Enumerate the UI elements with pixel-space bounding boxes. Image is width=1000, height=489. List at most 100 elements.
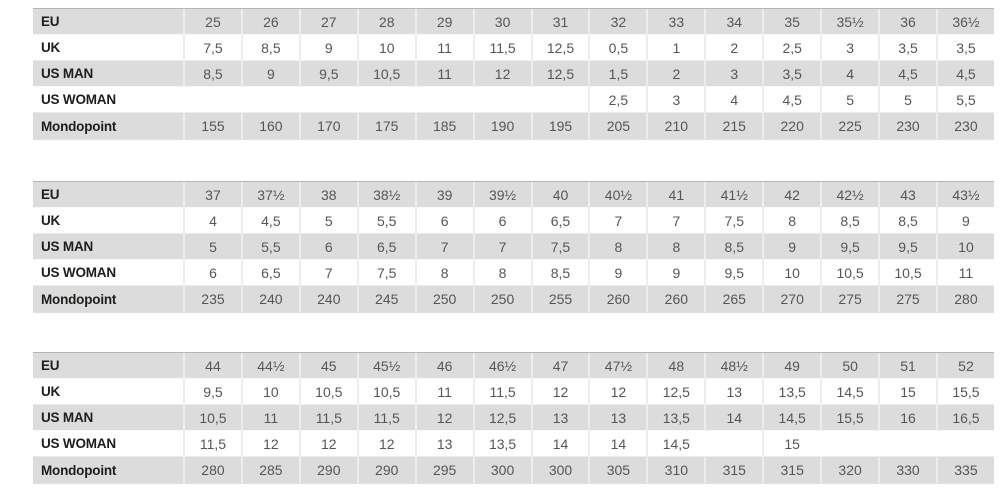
- size-cell: 8: [762, 207, 820, 234]
- size-cell: 315: [762, 457, 820, 483]
- size-cell: 45½: [356, 352, 415, 379]
- size-cell: 8,5: [878, 207, 936, 234]
- size-cell: 255: [530, 286, 589, 312]
- row-label-uk: UK: [41, 213, 61, 228]
- size-cell: 220: [762, 113, 820, 139]
- size-cell: 3: [704, 60, 762, 87]
- size-cell: 8,5: [240, 34, 299, 61]
- size-cell: 295: [414, 457, 473, 483]
- size-cell: 7: [646, 207, 704, 234]
- size-cell: 185: [414, 113, 473, 139]
- size-cell: 10,5: [356, 60, 415, 87]
- size-cell: 48: [646, 352, 704, 379]
- size-cell: 270: [762, 286, 820, 312]
- size-cell: 27: [298, 8, 357, 35]
- size-cell: 8,5: [820, 207, 878, 234]
- size-cell: 305: [588, 457, 646, 483]
- size-cell: 34: [704, 8, 762, 35]
- row-label-uk: UK: [41, 384, 61, 399]
- size-cell: 6,5: [240, 259, 299, 286]
- size-cell: 280: [183, 457, 241, 483]
- table-row: EU 25 26 27 28 29 30 31 32 33 34 35 35½ 36 36½: [33, 8, 994, 35]
- size-cell: 225: [820, 113, 878, 139]
- size-cell: 5,5: [240, 233, 299, 260]
- size-cell: 12,5: [646, 378, 704, 405]
- size-cell: 5,5: [356, 207, 415, 234]
- size-cell: 48½: [704, 352, 762, 379]
- size-cell: 7: [414, 233, 473, 260]
- size-cell: 13,5: [472, 430, 531, 457]
- size-cell: 11: [935, 259, 994, 286]
- size-cell: 36½: [935, 8, 994, 35]
- size-cell: 2,5: [762, 34, 820, 61]
- size-cell: 6,5: [356, 233, 415, 260]
- size-cell: 40: [530, 181, 589, 208]
- table-row: US MAN 8,5 9 9,5 10,5 11 12 12,5 1,5 2 3 3,5 4 4,5 4,5: [33, 60, 994, 87]
- row-label-eu: EU: [41, 358, 60, 373]
- size-table-eu-25-to-36half: EU 25 26 27 28 29 30 31 32 33 34 35 35½ 36 36½ UK 7,5 8,5…: [33, 8, 994, 140]
- size-cell: 14: [588, 430, 646, 457]
- size-cell: 335: [935, 457, 994, 483]
- row-label-us-man: US MAN: [41, 239, 94, 254]
- size-cell: 2,5: [588, 86, 646, 113]
- size-cell: 10,5: [878, 259, 936, 286]
- size-cell: 5: [183, 233, 241, 260]
- size-cell: 210: [646, 113, 704, 139]
- size-cell: 44½: [240, 352, 299, 379]
- size-cell: 37½: [240, 181, 299, 208]
- size-cell: 4: [183, 207, 241, 234]
- size-cell: 9: [298, 34, 357, 61]
- size-cell: 265: [704, 286, 762, 312]
- size-cell: 13: [704, 378, 762, 405]
- size-cell: 7: [588, 207, 646, 234]
- size-cell: 38½: [356, 181, 415, 208]
- size-cell: 9: [588, 259, 646, 286]
- row-label-mondopoint: Mondopoint: [41, 118, 117, 134]
- size-cell: 47½: [588, 352, 646, 379]
- size-cell: 11,5: [183, 430, 241, 457]
- size-cell: 8: [588, 233, 646, 260]
- table-row: US MAN 10,5 11 11,5 11,5 12 12,5 13 13 13,5 14 14,5…: [33, 404, 994, 431]
- table-row: US WOMAN 2,5 3 4 4,5 5 5 5,5: [33, 86, 994, 113]
- size-cell: 8: [472, 259, 531, 286]
- size-cell: 40½: [588, 181, 646, 208]
- size-cell: 41: [646, 181, 704, 208]
- size-cell: 170: [298, 113, 357, 139]
- row-label-us-man: US MAN: [41, 66, 94, 81]
- size-cell: 10: [762, 259, 820, 286]
- row-label-us-man: US MAN: [41, 410, 94, 425]
- size-cell: 5,5: [935, 86, 994, 113]
- size-cell: 11: [414, 60, 473, 87]
- size-cell: 6: [183, 259, 241, 286]
- size-cell: 15,5: [820, 404, 878, 431]
- size-cell: 275: [820, 286, 878, 312]
- size-cell: 285: [240, 457, 299, 483]
- size-cell: 8,5: [183, 60, 241, 87]
- size-cell: 14: [704, 404, 762, 431]
- size-cell: 205: [588, 113, 646, 139]
- table-row: UK 4 4,5 5 5,5 6 6 6,5 7 7 7,5 8 8,5 8,5 9: [33, 207, 994, 234]
- size-cell: 10: [356, 34, 415, 61]
- size-cell: 290: [298, 457, 357, 483]
- table-row: EU 37 37½ 38 38½ 39 39½ 40 40½ 41 41½ 42 42½ 43 43½: [33, 181, 994, 208]
- size-cell: 47: [530, 352, 589, 379]
- size-cell: 14: [530, 430, 589, 457]
- size-cell: 52: [935, 352, 994, 379]
- size-cell: 12: [356, 430, 415, 457]
- size-cell: 3,5: [762, 60, 820, 87]
- size-cell: 9: [762, 233, 820, 260]
- size-cell: 43½: [935, 181, 994, 208]
- size-cell: 30: [472, 8, 531, 35]
- size-cell: 3,5: [935, 34, 994, 61]
- size-cell: 4,5: [762, 86, 820, 113]
- size-cell: 1,5: [588, 60, 646, 87]
- size-cell: 250: [472, 286, 531, 312]
- size-cell: 12: [298, 430, 357, 457]
- size-cell: 39½: [472, 181, 531, 208]
- row-label-eu: EU: [41, 14, 60, 29]
- size-cell: 6,5: [530, 207, 589, 234]
- size-cell: 10,5: [183, 404, 241, 431]
- size-cell: 4: [820, 60, 878, 87]
- size-cell: 16: [878, 404, 936, 431]
